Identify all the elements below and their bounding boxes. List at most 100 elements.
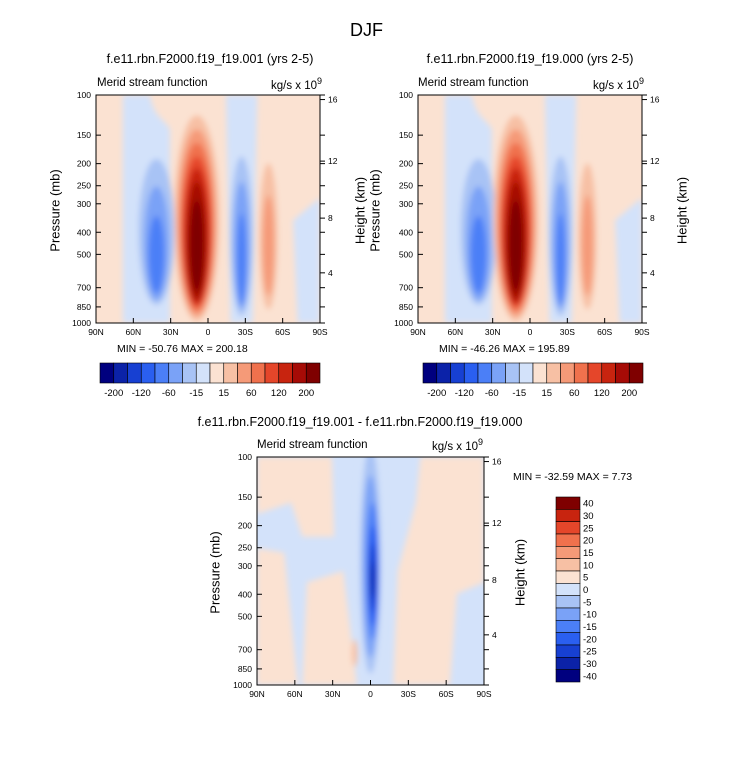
colorbar-diff-swatch	[555, 607, 581, 621]
latitude-tick-label: 60S	[275, 327, 290, 337]
pressure-tick-label: 250	[77, 181, 91, 191]
panel1-left-label: Merid stream function	[97, 77, 208, 89]
hadley-cell-level-4	[182, 156, 212, 308]
colorbar-1-label: -15	[189, 388, 203, 399]
main-title: DJF	[350, 20, 383, 40]
colorbar-1-swatch	[127, 362, 142, 384]
panel3-units: kg/s x 109	[432, 437, 484, 453]
colorbar-diff-swatch	[555, 632, 581, 646]
pressure-tick-label: 150	[238, 492, 252, 502]
diff-neg-0	[356, 457, 385, 676]
diff-background	[257, 457, 484, 685]
hadley-cell-level-2	[177, 129, 216, 317]
hadley-cell-level-6	[505, 181, 526, 301]
pressure-tick-label: 1000	[394, 318, 413, 328]
colorbar-diff-label: 30	[583, 511, 594, 522]
panel2-ylabel: Pressure (mb)	[367, 169, 383, 252]
pressure-tick-label: 200	[77, 159, 91, 169]
colorbar-diff-label: 40	[583, 499, 594, 510]
latitude-tick-label: 60N	[448, 327, 464, 337]
colorbar-2-swatch	[601, 362, 616, 384]
latitude-tick-label: 90S	[312, 327, 327, 337]
colorbar-1-label: -200	[104, 388, 123, 399]
colorbar-diff-label: -20	[583, 634, 597, 645]
colorbar-diff-swatch	[555, 620, 581, 633]
diff-neg-5	[369, 543, 377, 613]
pressure-tick-label: 200	[399, 159, 413, 169]
diff-pos-np	[257, 548, 298, 685]
field-background	[96, 95, 320, 323]
colorbar-diff-swatch	[555, 644, 581, 658]
pressure-tick-label: 700	[238, 645, 252, 655]
colorbar-1-label: 60	[246, 388, 257, 399]
colorbar-1-swatch	[182, 362, 197, 384]
sh-light-blue	[225, 95, 258, 323]
field-panel-1	[96, 95, 320, 323]
colorbar-diff-swatch	[555, 533, 581, 547]
height-tick-label: 16	[328, 95, 338, 105]
diff-pos-sh	[393, 457, 484, 685]
latitude-tick-label: 60S	[439, 689, 454, 699]
colorbar-2-swatch	[463, 362, 479, 384]
pressure-tick-label: 300	[77, 199, 91, 209]
diff-pos-mid	[302, 571, 357, 685]
latitude-tick-label: 0	[206, 327, 211, 337]
colorbar-diff-label: -30	[583, 659, 597, 670]
nh-blue-cell-1	[460, 158, 497, 305]
colorbar-1-swatch	[250, 362, 266, 384]
plot-frame-2	[417, 94, 643, 324]
latitude-tick-label: 30N	[485, 327, 501, 337]
diff-pos-nh	[257, 457, 335, 537]
colorbar-1-label: 200	[298, 388, 314, 399]
pressure-tick-label: 100	[399, 90, 413, 100]
pressure-tick-label: 150	[77, 130, 91, 140]
colorbar-diff-label: -15	[583, 622, 597, 633]
pressure-tick-label: 700	[399, 283, 413, 293]
sh-blue-cell-3	[237, 213, 247, 305]
colorbar-1-swatch	[264, 362, 280, 384]
height-tick-label: 8	[492, 575, 497, 585]
field-background	[418, 95, 642, 323]
nh-blue-cell-1	[138, 158, 175, 305]
colorbar-diff-label: 0	[583, 585, 588, 596]
height-tick-label: 4	[328, 268, 333, 278]
colorbar-2-label: -120	[455, 388, 474, 399]
hadley-cell-level-7	[190, 199, 204, 292]
colorbar-1-swatch	[154, 362, 170, 384]
pressure-tick-label: 250	[238, 543, 252, 553]
pressure-tick-label: 150	[399, 130, 413, 140]
height-tick-label: 12	[650, 156, 660, 166]
colorbar-1-swatch	[195, 362, 211, 384]
colorbar-1-swatch	[209, 362, 225, 384]
sh-light-blue	[544, 95, 577, 323]
pressure-tick-label: 850	[77, 302, 91, 312]
nh-blue-cell-2	[144, 186, 169, 301]
panel2-title: f.e11.rbn.F2000.f19_f19.000 (yrs 2-5)	[426, 52, 634, 66]
pressure-tick-label: 100	[238, 452, 252, 462]
pressure-tick-label: 850	[238, 664, 252, 674]
colorbar-1-label: -120	[132, 388, 151, 399]
pressure-tick-label: 700	[77, 283, 91, 293]
colorbar-1-swatch	[140, 362, 156, 384]
colorbar-2-swatch	[422, 362, 438, 384]
latitude-tick-label: 0	[368, 689, 373, 699]
latitude-tick-label: 90N	[410, 327, 426, 337]
colorbar-2-swatch	[546, 362, 561, 384]
latitude-tick-label: 90S	[634, 327, 649, 337]
colorbar-1-swatch	[113, 362, 128, 384]
pressure-tick-label: 300	[238, 561, 252, 571]
hadley-cell-level-3	[180, 142, 214, 312]
panel3-ylabel-right: Height (km)	[512, 538, 528, 607]
pressure-tick-label: 250	[399, 181, 413, 191]
sh-blue-cell-2	[552, 181, 569, 310]
diff-neg-2	[362, 475, 379, 658]
panel2-units: kg/s x 109	[593, 76, 645, 92]
colorbar-1-label: 120	[271, 388, 287, 399]
height-tick-label: 4	[650, 268, 655, 278]
colorbar-2-swatch	[628, 362, 644, 384]
colorbar-diff-label: -5	[583, 597, 591, 608]
height-tick-label: 16	[492, 457, 502, 467]
field-panel-2	[418, 95, 642, 323]
hadley-cell-level-6	[186, 181, 207, 301]
pressure-tick-label: 500	[238, 611, 252, 621]
